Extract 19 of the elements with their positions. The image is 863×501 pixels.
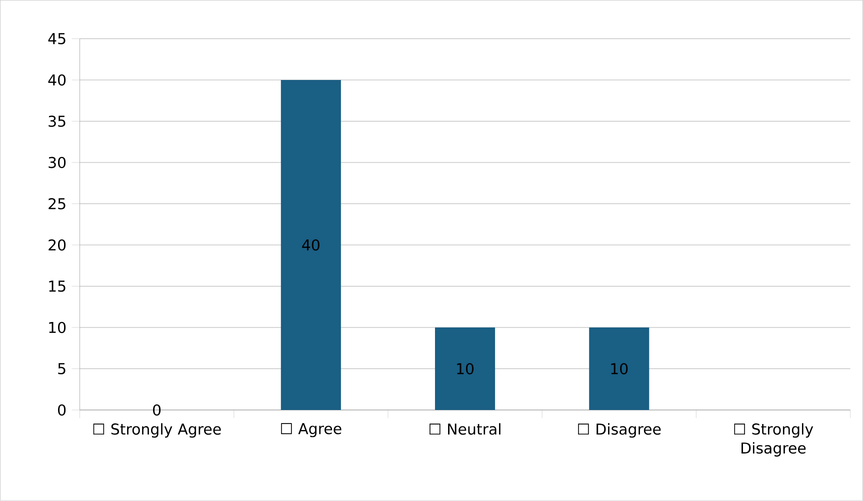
- x-tick-label: ☐ Disagree: [578, 423, 661, 438]
- x-tick-label: ☐ Neutral: [430, 423, 500, 435]
- y-tick-label: 0: [58, 404, 66, 416]
- data-label: 10: [611, 363, 628, 375]
- y-tick-label: 35: [48, 116, 66, 128]
- x-tick-label: ☐ Agree: [281, 423, 342, 438]
- data-label: 10: [457, 363, 474, 375]
- data-label: 0: [153, 404, 161, 416]
- y-tick-label: 10: [49, 322, 66, 334]
- y-tick-label: 25: [48, 198, 66, 210]
- x-tick-label: ☐ Strongly Disagree: [734, 423, 814, 457]
- y-tick-label: 45: [48, 33, 66, 44]
- y-tick-label: 15: [49, 280, 66, 292]
- y-tick-label: 5: [58, 363, 66, 374]
- y-tick-label: 30: [48, 156, 66, 168]
- y-tick-label: 20: [48, 239, 66, 251]
- y-tick-label: 40: [48, 74, 66, 86]
- x-tick-label: ☐ Strongly Agree: [93, 423, 221, 438]
- data-label: 40: [302, 239, 320, 251]
